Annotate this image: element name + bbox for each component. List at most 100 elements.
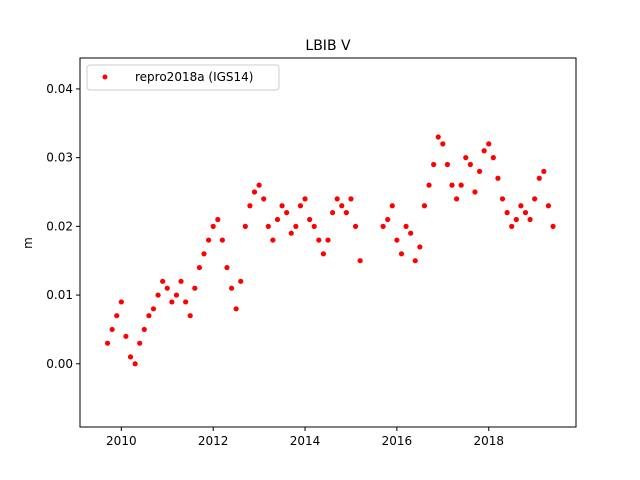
data-point <box>164 285 170 291</box>
data-point <box>431 161 437 168</box>
data-point <box>541 168 547 174</box>
y-tick-label: 0.00 <box>46 357 73 371</box>
data-point <box>426 182 432 188</box>
data-point <box>348 196 354 202</box>
data-point <box>412 258 418 264</box>
data-point <box>118 299 124 305</box>
x-tick-label: 2014 <box>290 434 321 448</box>
data-point <box>201 251 207 257</box>
data-point <box>385 216 391 223</box>
data-point <box>256 182 262 188</box>
data-point <box>403 223 409 229</box>
data-point <box>251 189 258 195</box>
data-point <box>293 223 299 229</box>
data-point <box>238 278 244 284</box>
data-point <box>316 237 322 243</box>
legend-box <box>86 64 280 91</box>
data-point <box>357 258 363 264</box>
data-point <box>178 278 184 284</box>
data-point <box>205 237 212 243</box>
data-point <box>132 361 138 367</box>
data-point <box>265 223 271 229</box>
data-point <box>380 223 386 229</box>
data-point <box>440 141 446 147</box>
data-point <box>196 264 203 271</box>
data-point <box>509 223 515 229</box>
legend-marker <box>102 74 108 80</box>
data-point <box>233 306 239 312</box>
data-point <box>114 313 120 319</box>
data-point <box>343 210 349 216</box>
x-tick-label: 2010 <box>106 434 137 448</box>
data-point <box>532 196 538 202</box>
data-point <box>476 168 483 174</box>
data-point <box>137 340 143 346</box>
x-tick-label: 2018 <box>473 434 504 448</box>
data-point <box>173 292 180 298</box>
data-point <box>228 285 235 291</box>
data-point <box>486 141 492 147</box>
data-point <box>307 216 313 223</box>
data-point <box>150 306 157 312</box>
chart-title: LBIB V <box>305 38 351 54</box>
data-point <box>545 203 552 209</box>
x-tick-label: 2012 <box>198 434 229 448</box>
legend: repro2018a (IGS14) <box>86 64 280 91</box>
data-point <box>274 216 281 223</box>
data-point <box>146 313 152 319</box>
data-point <box>504 210 510 216</box>
data-point <box>127 354 134 360</box>
data-point <box>284 210 290 216</box>
data-point <box>398 251 405 257</box>
data-point <box>160 278 166 284</box>
data-point <box>463 155 469 161</box>
data-point <box>453 196 460 202</box>
data-point <box>408 230 414 236</box>
data-point <box>215 216 221 223</box>
data-point <box>550 223 556 229</box>
data-point <box>513 216 519 223</box>
data-point <box>389 203 395 209</box>
data-point <box>270 237 276 243</box>
data-point <box>109 326 115 333</box>
data-point <box>394 237 400 243</box>
data-point <box>458 182 464 188</box>
y-tick-label: 0.03 <box>46 151 73 165</box>
data-point <box>279 203 285 209</box>
data-point <box>297 203 304 209</box>
data-point <box>499 196 506 202</box>
y-tick-label: 0.01 <box>46 288 73 302</box>
data-point <box>421 203 428 209</box>
data-point <box>339 203 345 209</box>
data-point <box>417 244 423 250</box>
data-point <box>247 203 253 209</box>
data-point <box>210 223 216 229</box>
data-point <box>288 230 294 236</box>
data-point <box>329 210 336 216</box>
axis-ticks: 2010 2012 2014 2016 2018 0.00 0.01 0.02 0.03 0.04 <box>46 82 504 448</box>
data-point <box>169 299 175 305</box>
data-point <box>155 292 161 298</box>
data-point <box>123 333 129 339</box>
data-point <box>242 223 248 229</box>
data-point <box>495 175 501 181</box>
data-point <box>467 161 473 168</box>
data-point <box>490 155 496 161</box>
data-point <box>472 189 478 195</box>
data-point <box>302 196 308 202</box>
data-point <box>444 161 451 168</box>
data-point <box>219 237 225 243</box>
data-point <box>527 216 533 223</box>
data-point <box>141 326 147 333</box>
data-point <box>224 264 230 271</box>
data-point <box>481 148 487 154</box>
data-point <box>518 203 524 209</box>
data-point <box>522 210 529 216</box>
axes-frame <box>79 57 577 428</box>
data-point <box>435 134 441 140</box>
data-point <box>104 340 111 346</box>
data-point <box>187 313 193 319</box>
y-tick-label: 0.02 <box>46 219 73 233</box>
data-point <box>352 223 359 229</box>
